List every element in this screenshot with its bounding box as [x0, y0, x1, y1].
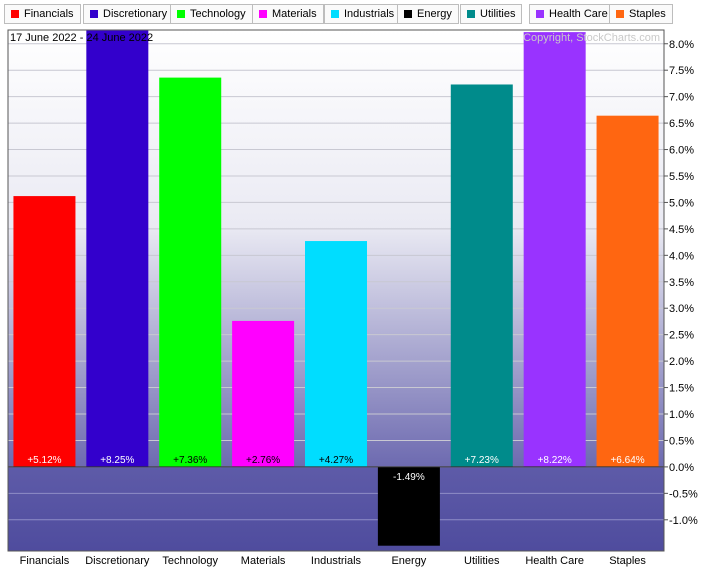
- bars: +5.12% +8.25% +7.36% +2.76% +4.27% -1.49% +7.2…: [13, 30, 659, 546]
- legend-label: Utilities: [480, 8, 516, 20]
- y-tick-label: 4.5%: [669, 224, 694, 236]
- legend-label: Health Care: [549, 8, 608, 20]
- bar-value-label: -1.49%: [393, 472, 425, 483]
- y-tick-label: 2.5%: [669, 330, 694, 342]
- x-category-label: Energy: [391, 555, 426, 567]
- plot-background-negative: [8, 466, 664, 551]
- bar-industrials: [305, 241, 367, 467]
- y-tick-label: 2.0%: [669, 356, 694, 368]
- bar-value-label: +6.64%: [610, 455, 644, 466]
- legend-label: Materials: [272, 8, 317, 20]
- y-tick-label: 7.0%: [669, 92, 694, 104]
- legend-item-technology: Technology: [170, 4, 253, 24]
- legend-item-staples: Staples: [609, 4, 673, 24]
- y-tick-label: 0.0%: [669, 462, 694, 474]
- x-category-label: Staples: [609, 555, 646, 567]
- y-tick-label: -0.5%: [669, 488, 698, 500]
- bar-materials: [232, 320, 295, 467]
- legend-item-discretionary: Discretionary: [83, 4, 175, 24]
- legend-label: Staples: [629, 8, 666, 20]
- y-tick-label: 6.0%: [669, 145, 694, 157]
- legend-item-utilities: Utilities: [460, 4, 523, 24]
- bar-value-label: +7.36%: [173, 455, 207, 466]
- plot-border: [7, 29, 665, 552]
- legend-label: Discretionary: [103, 8, 168, 20]
- legend-swatch: [90, 10, 98, 18]
- x-category-label: Discretionary: [85, 555, 150, 567]
- y-tick-label: 3.0%: [669, 303, 694, 315]
- bar-utilities: [450, 84, 513, 467]
- bar-value-label: +5.12%: [27, 455, 61, 466]
- legend-item-health-care: Health Care: [529, 4, 615, 24]
- x-category-label: Utilities: [464, 555, 500, 567]
- x-category-label: Materials: [241, 555, 286, 567]
- date-range: 17 June 2022 - 24 June 2022: [10, 32, 153, 44]
- x-category-label: Financials: [20, 555, 70, 567]
- bar-financials: [13, 196, 76, 467]
- legend-swatch: [616, 10, 624, 18]
- bar-discretionary: [86, 30, 149, 467]
- y-tick-label: 5.5%: [669, 171, 694, 183]
- x-category-label: Industrials: [311, 555, 362, 567]
- legend-swatch: [259, 10, 267, 18]
- legend-item-materials: Materials: [252, 4, 324, 24]
- legend-item-industrials: Industrials: [324, 4, 402, 24]
- legend-swatch: [11, 10, 19, 18]
- copyright-text: Copyright, StockCharts.com: [523, 32, 660, 44]
- legend-swatch: [177, 10, 185, 18]
- legend-swatch: [467, 10, 475, 18]
- legend-label: Financials: [24, 8, 74, 20]
- legend-label: Technology: [190, 8, 246, 20]
- bar-value-label: +2.76%: [246, 455, 280, 466]
- legend-label: Energy: [417, 8, 452, 20]
- y-tick-label: 4.0%: [669, 250, 694, 262]
- legend-item-financials: Financials: [4, 4, 81, 24]
- bar-value-label: +8.25%: [100, 455, 134, 466]
- bar-energy: [377, 466, 440, 546]
- y-tick-label: 1.5%: [669, 383, 694, 395]
- y-tick-label: 1.0%: [669, 409, 694, 421]
- bar-value-label: +8.22%: [538, 455, 572, 466]
- x-category-label: Health Care: [525, 555, 584, 567]
- bar-staples: [596, 115, 659, 467]
- legend-swatch: [404, 10, 412, 18]
- y-tick-label: 5.0%: [669, 197, 694, 209]
- y-axis: 8.0% 7.5% 7.0% 6.5% 6.0% 5.5% 5.0% 4.5% 4.0% 3.5%…: [664, 39, 698, 527]
- bar-technology: [159, 77, 222, 467]
- legend: Financials Discretionary Technology Materia…: [0, 0, 705, 30]
- y-tick-label: 6.5%: [669, 118, 694, 130]
- y-tick-label: -1.0%: [669, 515, 698, 527]
- legend-swatch: [536, 10, 544, 18]
- bar-health-care: [523, 32, 586, 467]
- bar-value-label: +4.27%: [319, 455, 353, 466]
- legend-swatch: [331, 10, 339, 18]
- x-axis: Financials Discretionary Technology Materia…: [20, 555, 647, 567]
- legend-label: Industrials: [344, 8, 395, 20]
- y-tick-label: 0.5%: [669, 435, 694, 447]
- y-tick-label: 7.5%: [669, 65, 694, 77]
- x-category-label: Technology: [162, 555, 218, 567]
- y-tick-label: 3.5%: [669, 277, 694, 289]
- legend-item-energy: Energy: [397, 4, 459, 24]
- y-tick-label: 8.0%: [669, 39, 694, 51]
- bar-value-label: +7.23%: [465, 455, 499, 466]
